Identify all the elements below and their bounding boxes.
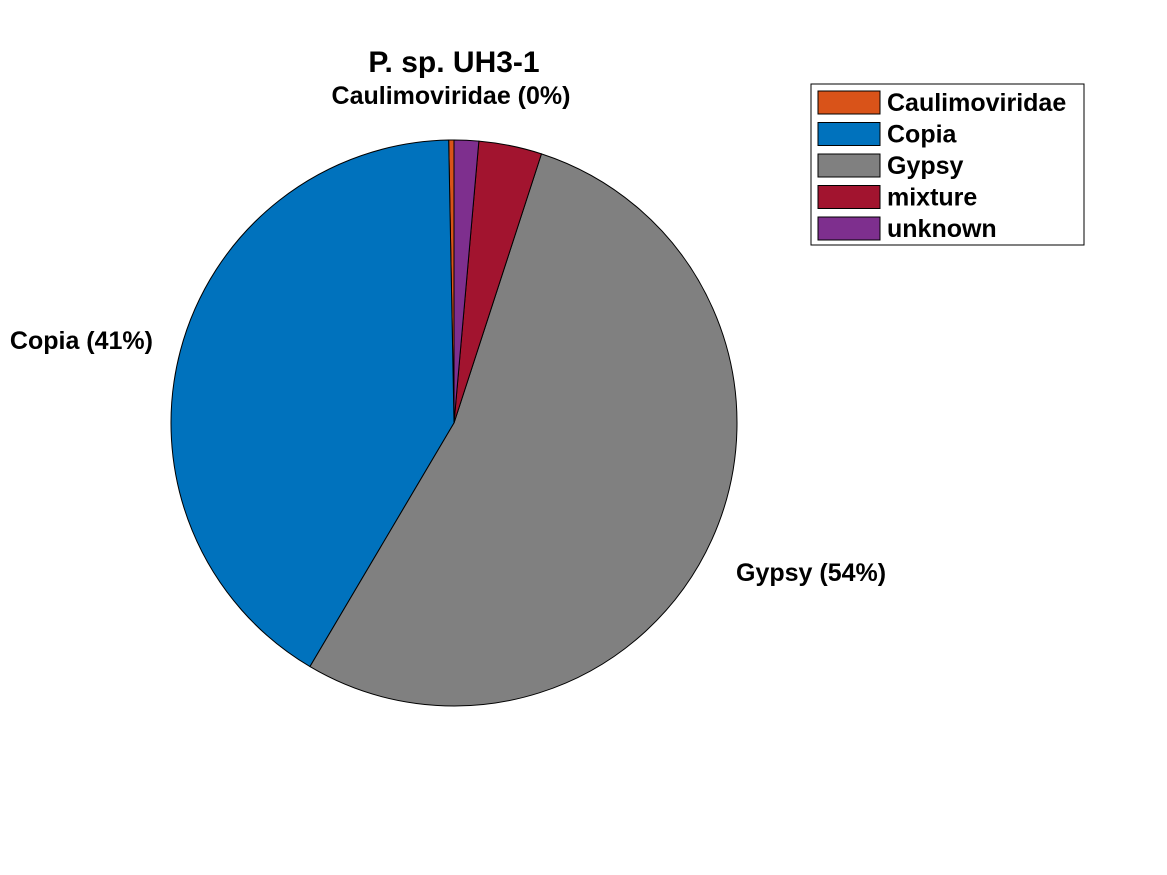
legend-label-gypsy: Gypsy	[887, 152, 964, 180]
legend-swatch-copia	[817, 122, 881, 146]
legend: Caulimoviridae Copia Gypsy mixture unknown	[810, 83, 1085, 246]
pie-slice-gypsy	[309, 153, 738, 707]
legend-swatch-gypsy	[817, 153, 881, 178]
pie-slices	[170, 139, 738, 707]
pie-slice-copia	[170, 139, 455, 668]
legend-label-copia: Copia	[887, 121, 958, 149]
slice-label-copia: Copia (41%)	[10, 327, 153, 355]
legend-label-caulimoviridae: Caulimoviridae	[887, 89, 1066, 117]
pie-slice-unknown	[453, 139, 480, 424]
slice-label-gypsy: Gypsy (54%)	[736, 559, 886, 587]
slice-label-caulimoviridae: Caulimoviridae (0%)	[332, 82, 571, 110]
legend-label-mixture: mixture	[887, 184, 977, 212]
legend-swatch-caulimoviridae	[817, 90, 881, 115]
chart-title: P. sp. UH3-1	[368, 46, 539, 79]
legend-swatch-mixture	[817, 185, 881, 209]
slice-labels: Caulimoviridae (0%) Copia (41%) Gypsy (54%…	[10, 82, 886, 587]
legend-swatch-unknown	[817, 216, 881, 241]
legend-label-unknown: unknown	[887, 215, 997, 243]
